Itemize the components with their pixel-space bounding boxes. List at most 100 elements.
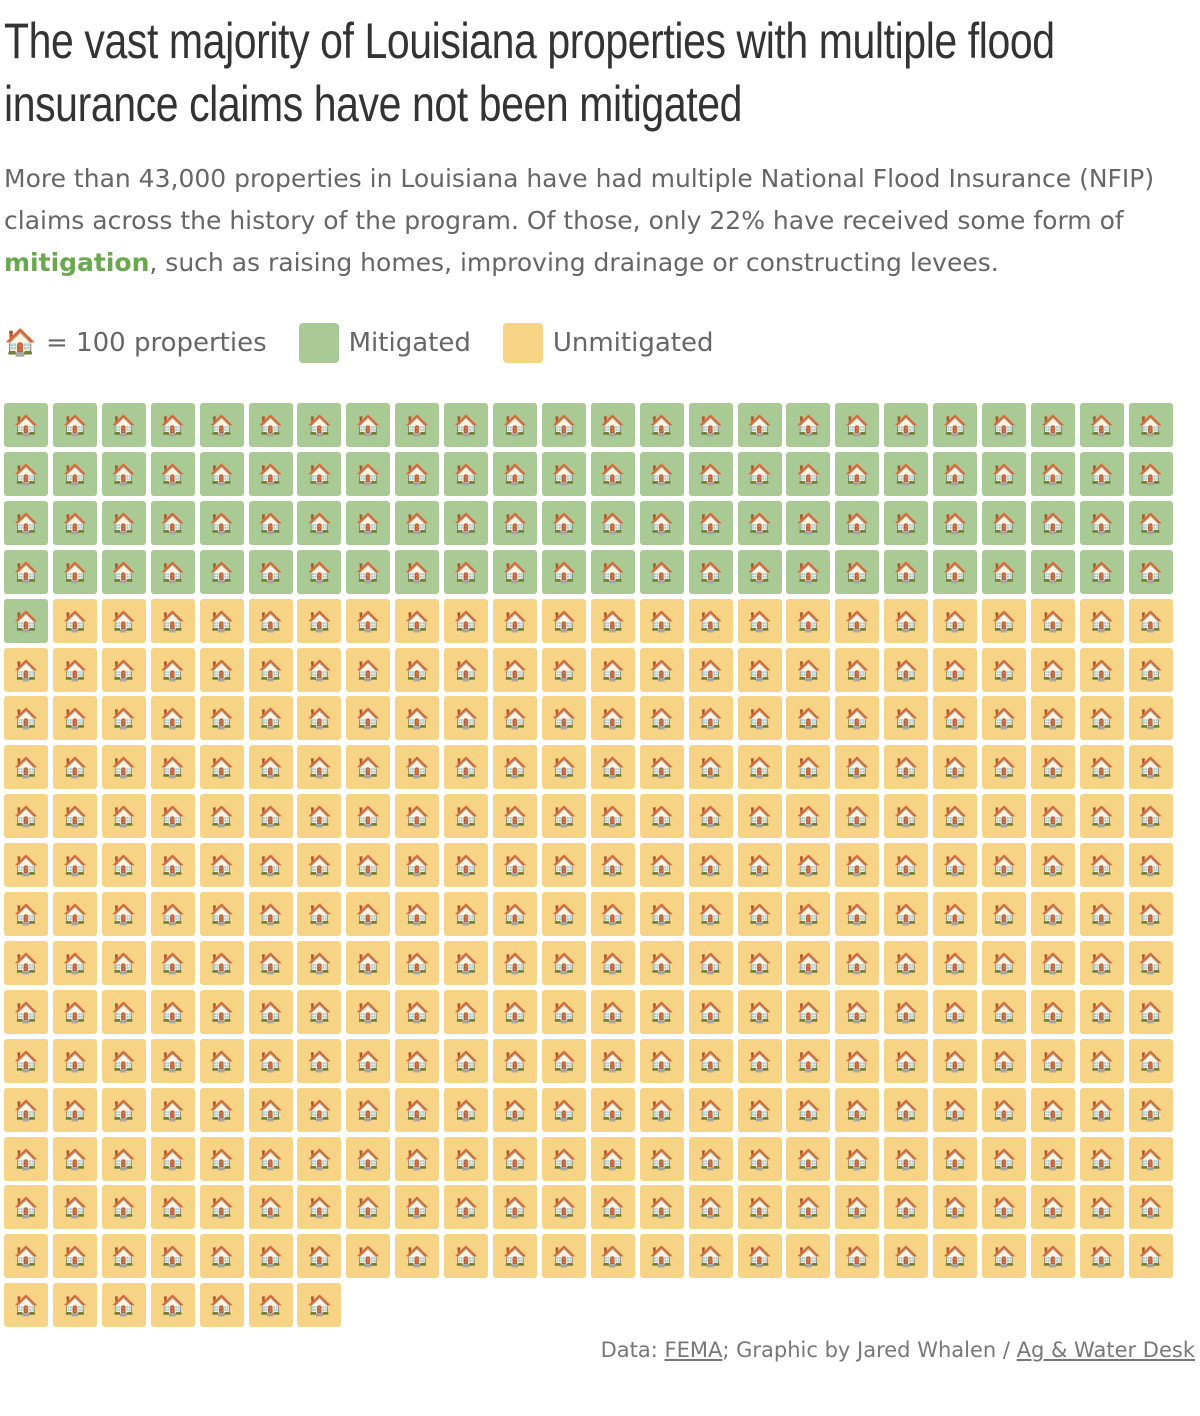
waffle-cell-unmitigated: 🏠 xyxy=(199,892,244,936)
house-icon: 🏠 xyxy=(502,413,528,437)
house-icon: 🏠 xyxy=(258,461,283,486)
waffle-cell-unmitigated: 🏠 xyxy=(4,647,48,692)
waffle-cell-unmitigated: 🏠 xyxy=(1128,745,1173,790)
waffle-cell-unmitigated: 🏠 xyxy=(786,647,831,692)
waffle-cell-unmitigated: 🏠 xyxy=(639,598,684,643)
waffle-cell-mitigated: 🏠 xyxy=(884,500,929,545)
waffle-cell-unmitigated: 🏠 xyxy=(297,892,342,936)
waffle-cell-unmitigated: 🏠 xyxy=(933,794,978,839)
house-icon: 🏠 xyxy=(844,755,870,780)
house-icon: 🏠 xyxy=(649,902,675,926)
waffle-cell-unmitigated: 🏠 xyxy=(786,794,831,839)
waffle-cell-unmitigated: 🏠 xyxy=(982,1087,1026,1132)
house-icon: 🏠 xyxy=(893,1146,919,1171)
house-icon: 🏠 xyxy=(258,1293,283,1318)
house-icon: 🏠 xyxy=(404,1048,430,1073)
house-icon: 🏠 xyxy=(209,1293,235,1318)
house-icon: 🏠 xyxy=(942,413,968,437)
house-icon: 🏠 xyxy=(893,755,919,780)
house-icon: 🏠 xyxy=(649,510,675,535)
waffle-cell-mitigated: 🏠 xyxy=(150,403,195,447)
house-icon: 🏠 xyxy=(258,804,283,829)
house-icon: 🏠 xyxy=(355,461,381,486)
waffle-cell-unmitigated: 🏠 xyxy=(737,1038,782,1083)
legend-unmitigated: Unmitigated xyxy=(502,323,713,363)
waffle-cell-unmitigated: 🏠 xyxy=(982,940,1026,985)
waffle-cell-unmitigated: 🏠 xyxy=(541,1038,586,1083)
waffle-cell-unmitigated: 🏠 xyxy=(884,1185,929,1230)
waffle-cell-unmitigated: 🏠 xyxy=(346,892,391,936)
house-icon: 🏠 xyxy=(551,902,577,926)
waffle-cell-unmitigated: 🏠 xyxy=(4,843,48,888)
waffle-cell-unmitigated: 🏠 xyxy=(493,745,537,790)
waffle-cell-unmitigated: 🏠 xyxy=(933,1234,978,1279)
house-icon: 🏠 xyxy=(355,1097,381,1122)
waffle-cell-mitigated: 🏠 xyxy=(933,500,978,545)
waffle-cell-unmitigated: 🏠 xyxy=(737,1234,782,1279)
waffle-cell-mitigated: 🏠 xyxy=(884,549,929,594)
waffle-cell-unmitigated: 🏠 xyxy=(1030,1038,1075,1083)
house-icon: 🏠 xyxy=(1138,510,1164,535)
waffle-cell-mitigated: 🏠 xyxy=(493,549,537,594)
house-icon: 🏠 xyxy=(4,328,37,358)
waffle-cell-unmitigated: 🏠 xyxy=(1079,1136,1124,1181)
house-icon: 🏠 xyxy=(62,1097,88,1122)
ag-water-desk-link[interactable]: Ag & Water Desk xyxy=(1016,1338,1195,1362)
house-icon: 🏠 xyxy=(453,510,479,535)
waffle-cell-unmitigated: 🏠 xyxy=(933,989,978,1034)
house-icon: 🏠 xyxy=(13,657,39,682)
house-icon: 🏠 xyxy=(404,1146,430,1171)
house-icon: 🏠 xyxy=(13,1048,39,1073)
house-icon: 🏠 xyxy=(649,413,675,437)
house-icon: 🏠 xyxy=(747,1244,772,1269)
house-icon: 🏠 xyxy=(404,950,430,975)
source-credit: Data: FEMA; Graphic by Jared Whalen / Ag… xyxy=(601,1338,1195,1370)
waffle-cell-unmitigated: 🏠 xyxy=(688,1185,733,1230)
waffle-cell-unmitigated: 🏠 xyxy=(52,1038,97,1083)
waffle-cell-unmitigated: 🏠 xyxy=(688,745,733,790)
house-icon: 🏠 xyxy=(13,1195,39,1220)
waffle-cell-mitigated: 🏠 xyxy=(688,500,733,545)
waffle-cell-unmitigated: 🏠 xyxy=(933,843,978,888)
house-icon: 🏠 xyxy=(844,1146,870,1171)
waffle-cell-unmitigated: 🏠 xyxy=(982,1038,1026,1083)
house-icon: 🏠 xyxy=(1089,706,1115,731)
waffle-cell-mitigated: 🏠 xyxy=(1128,403,1173,447)
house-icon: 🏠 xyxy=(453,804,479,829)
waffle-cell-unmitigated: 🏠 xyxy=(541,598,586,643)
house-icon: 🏠 xyxy=(13,804,39,829)
house-icon: 🏠 xyxy=(991,853,1017,878)
subtitle-highlight-mitigation: mitigation xyxy=(4,248,150,277)
house-icon: 🏠 xyxy=(747,999,772,1024)
house-icon: 🏠 xyxy=(453,1195,479,1220)
waffle-cell-unmitigated: 🏠 xyxy=(737,1136,782,1181)
fema-link[interactable]: FEMA xyxy=(664,1338,723,1362)
waffle-cell-mitigated: 🏠 xyxy=(786,451,831,496)
house-icon: 🏠 xyxy=(13,1244,39,1269)
house-icon: 🏠 xyxy=(258,950,283,975)
house-icon: 🏠 xyxy=(991,657,1017,682)
waffle-cell-unmitigated: 🏠 xyxy=(297,940,342,985)
waffle-cell-unmitigated: 🏠 xyxy=(786,940,831,985)
house-icon: 🏠 xyxy=(991,510,1017,535)
waffle-cell-unmitigated: 🏠 xyxy=(101,696,146,741)
waffle-cell-unmitigated: 🏠 xyxy=(4,696,48,741)
legend-swatch-unmitigated xyxy=(502,323,543,363)
waffle-cell-unmitigated: 🏠 xyxy=(395,745,440,790)
waffle-cell-unmitigated: 🏠 xyxy=(150,598,195,643)
house-icon: 🏠 xyxy=(111,413,137,437)
waffle-cell-mitigated: 🏠 xyxy=(52,549,97,594)
waffle-cell-unmitigated: 🏠 xyxy=(199,1087,244,1132)
waffle-cell-unmitigated: 🏠 xyxy=(933,647,978,692)
house-icon: 🏠 xyxy=(893,950,919,975)
house-icon: 🏠 xyxy=(258,559,283,584)
waffle-cell-unmitigated: 🏠 xyxy=(199,989,244,1034)
waffle-cell-unmitigated: 🏠 xyxy=(1079,745,1124,790)
waffle-cell-mitigated: 🏠 xyxy=(835,403,880,447)
waffle-cell-mitigated: 🏠 xyxy=(346,451,391,496)
waffle-cell-unmitigated: 🏠 xyxy=(786,1038,831,1083)
house-icon: 🏠 xyxy=(1089,1048,1115,1073)
house-icon: 🏠 xyxy=(795,1097,821,1122)
house-icon: 🏠 xyxy=(258,706,283,731)
waffle-cell-unmitigated: 🏠 xyxy=(395,989,440,1034)
